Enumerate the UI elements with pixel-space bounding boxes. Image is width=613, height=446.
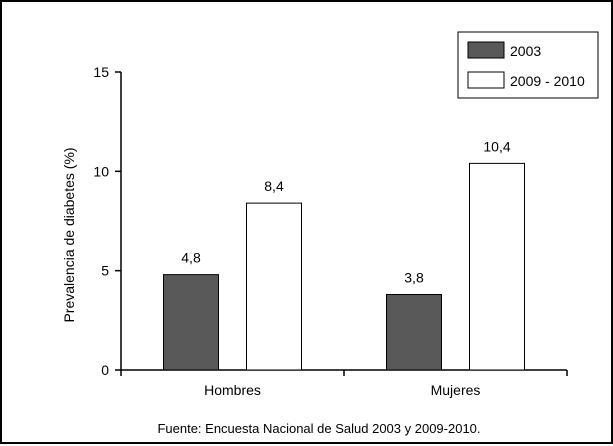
y-tick-label: 10 xyxy=(93,163,109,179)
bar xyxy=(163,274,219,371)
y-tick-label: 5 xyxy=(101,263,109,279)
legend: 2003 2009 - 2010 xyxy=(457,31,599,99)
bar xyxy=(469,162,525,371)
bar xyxy=(246,202,302,371)
bar-value-label: 8,4 xyxy=(264,178,284,194)
legend-label: 2009 - 2010 xyxy=(510,73,585,89)
bar-value-label: 4,8 xyxy=(181,250,201,266)
x-category-label: Mujeres xyxy=(431,382,481,398)
legend-swatch xyxy=(467,41,505,59)
legend-swatch xyxy=(467,71,505,89)
x-category-label: Hombres xyxy=(204,382,261,398)
bar xyxy=(386,294,442,371)
y-axis: 0 5 10 15 xyxy=(93,64,122,378)
x-axis: Hombres Mujeres xyxy=(120,369,568,398)
bar-value-label: 10,4 xyxy=(483,138,510,154)
y-tick-label: 0 xyxy=(101,362,109,378)
source-note: Fuente: Encuesta Nacional de Salud 2003 … xyxy=(157,421,480,436)
legend-label: 2003 xyxy=(510,43,541,59)
data-labels-group: 4,8 8,4 3,8 10,4 xyxy=(181,138,511,285)
bars-group xyxy=(163,162,525,371)
y-axis-title: Prevalencia de diabetes (%) xyxy=(61,147,77,322)
y-tick-label: 15 xyxy=(93,64,109,80)
bar-value-label: 3,8 xyxy=(404,270,424,286)
